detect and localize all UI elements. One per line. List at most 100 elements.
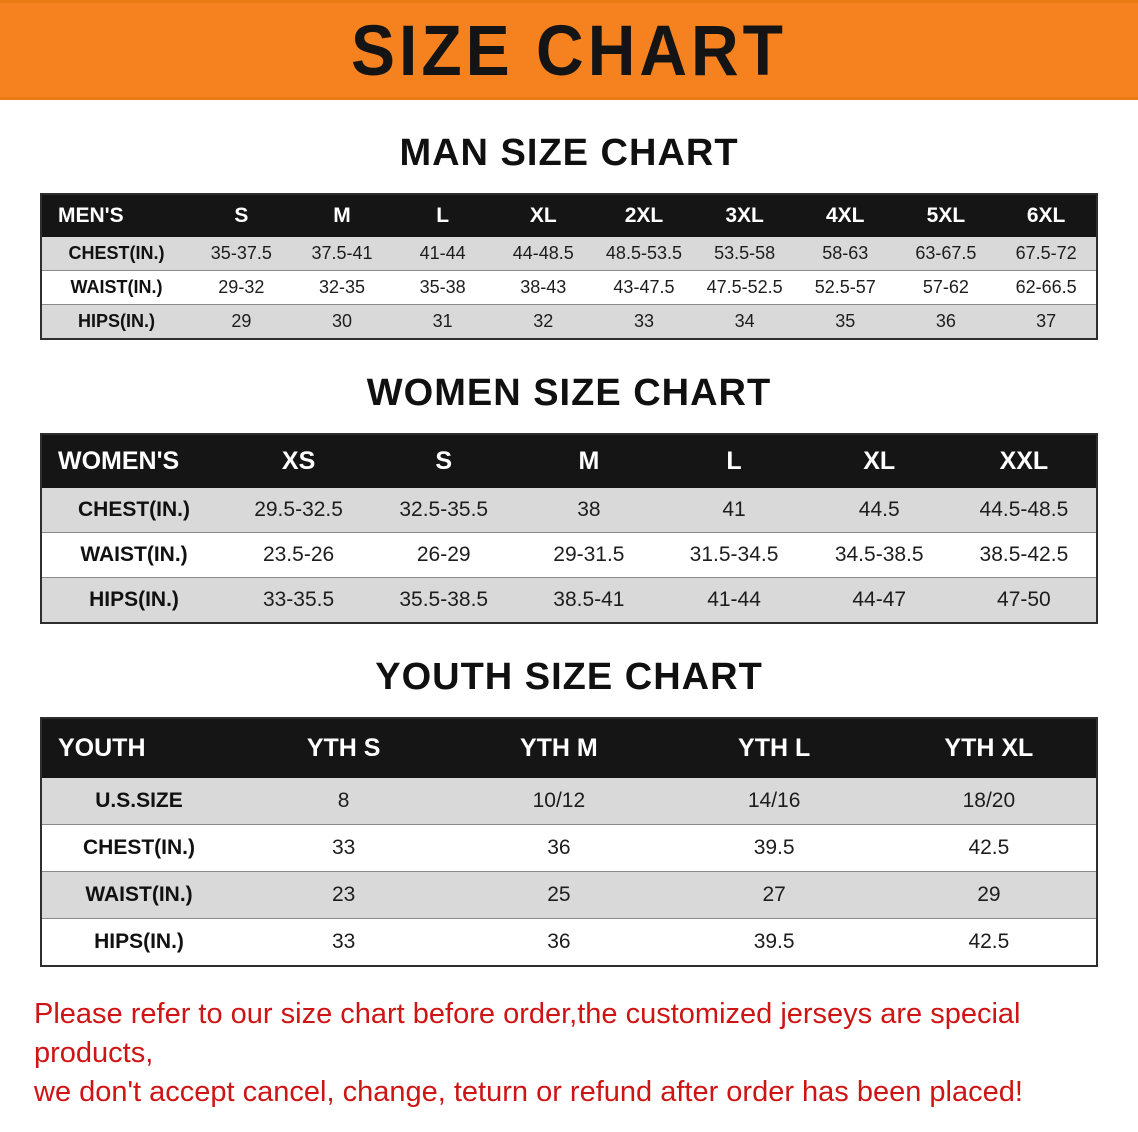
measurement-value: 36 — [547, 930, 571, 953]
measurement-value: 41-44 — [419, 243, 466, 263]
size-column-header: S — [371, 434, 517, 488]
measurement-value: 37.5-41 — [311, 243, 373, 263]
table-header-row: WOMEN'S XS S M L XL XXL — [41, 434, 1097, 488]
size-column-header: 2XL — [593, 194, 695, 237]
size-column-header: S — [191, 194, 292, 237]
section-womens: WOMEN SIZE CHART WOMEN'S XS S M L XL XXL CHEST(I… — [0, 372, 1138, 624]
size-column-header: YTH S — [236, 718, 452, 778]
womens-size-table: WOMEN'S XS S M L XL XXL CHEST(IN.) 29.5-32.5 32.5… — [40, 433, 1098, 624]
measurement-value: 33 — [331, 836, 356, 859]
section-mens: MAN SIZE CHART MEN'S S M L XL 2XL 3XL 4XL 5XL 6XL C… — [0, 132, 1138, 340]
measurement-value: 10/12 — [532, 789, 586, 812]
measurement-value: 29-31.5 — [553, 543, 625, 566]
page-title: SIZE CHART — [351, 10, 787, 90]
measurement-value: 44-47 — [852, 588, 907, 611]
measurement-value: 58-63 — [822, 243, 869, 263]
disclaimer-line-2: we don't accept cancel, change, teturn o… — [34, 1076, 1023, 1109]
measurement-value: 52.5-57 — [814, 277, 876, 297]
measurement-value: 44.5 — [858, 498, 900, 521]
measurement-value: 47-50 — [997, 588, 1051, 611]
measurement-value: 31 — [432, 311, 453, 331]
measurement-value: 41-44 — [707, 588, 761, 611]
measurement-value: 32.5-35.5 — [399, 498, 489, 521]
measurement-value: 34 — [734, 311, 755, 331]
size-column-header: L — [392, 194, 493, 237]
table-row: WAIST(IN.) 23 25 27 29 — [41, 871, 1097, 919]
measurement-value: 37 — [1036, 311, 1057, 331]
size-column-header: M — [291, 194, 393, 237]
measurement-value: 35-38 — [419, 277, 466, 297]
table-row: HIPS(IN.) 33-35.5 35.5-38.5 38.5-41 41-44 44-… — [41, 577, 1097, 623]
measurement-value: 36 — [935, 311, 956, 331]
table-row: CHEST(IN.) 33 36 39.5 42.5 — [41, 824, 1097, 872]
measurement-value: 34.5-38.5 — [834, 543, 924, 566]
table-row: WAIST(IN.) 29-32 32-35 35-38 38-43 43-47.5 47.… — [41, 270, 1097, 305]
measurement-label: HIPS(IN.) — [94, 930, 184, 953]
measurement-value: 26-29 — [416, 543, 471, 566]
measurement-value: 35 — [835, 311, 856, 331]
measurement-value: 27 — [762, 883, 786, 906]
measurement-value: 47.5-52.5 — [706, 277, 783, 297]
measurement-value: 31.5-34.5 — [689, 543, 779, 566]
measurement-value: 35-37.5 — [210, 243, 272, 263]
measurement-value: 33 — [633, 311, 654, 331]
banner: SIZE CHART — [0, 0, 1138, 100]
measurement-value: 67.5-72 — [1015, 243, 1077, 263]
measurement-value: 29-32 — [218, 277, 265, 297]
youth-size-table: YOUTH YTH S YTH M YTH L YTH XL U.S.SIZE 8 10/12… — [40, 717, 1098, 967]
measurement-value: 44.5-48.5 — [979, 498, 1069, 521]
mens-size-table: MEN'S S M L XL 2XL 3XL 4XL 5XL 6XL CHEST(IN.) 35-37… — [40, 193, 1098, 340]
measurement-value: 36 — [547, 836, 571, 859]
measurement-value: 23 — [331, 883, 356, 906]
size-column-header: XXL — [951, 434, 1097, 488]
measurement-value: 29 — [231, 311, 252, 331]
measurement-value: 32-35 — [318, 277, 365, 297]
measurement-value: 44-48.5 — [512, 243, 574, 263]
measurement-value: 14/16 — [747, 789, 801, 812]
measurement-value: 42.5 — [968, 836, 1010, 859]
table-header-row: YOUTH YTH S YTH M YTH L YTH XL — [41, 718, 1097, 778]
size-column-header: 4XL — [794, 194, 896, 237]
table-row: CHEST(IN.) 35-37.5 37.5-41 41-44 44-48.5 48.5… — [41, 237, 1097, 271]
measurement-value: 18/20 — [962, 789, 1016, 812]
measurement-value: 25 — [547, 883, 571, 906]
size-column-header: 3XL — [694, 194, 795, 237]
measurement-value: 41 — [722, 498, 746, 521]
disclaimer-line-1: Please refer to our size chart before or… — [34, 998, 1021, 1070]
measurement-label: WAIST(IN.) — [70, 277, 163, 297]
size-column-header: XS — [226, 434, 372, 488]
size-column-header: XL — [492, 194, 594, 237]
measurement-value: 38-43 — [520, 277, 567, 297]
measurement-value: 33 — [331, 930, 356, 953]
size-column-header: YTH M — [451, 718, 667, 778]
measurement-value: 42.5 — [968, 930, 1010, 953]
table-row: CHEST(IN.) 29.5-32.5 32.5-35.5 38 41 44.5 44.5… — [41, 488, 1097, 533]
size-column-header: L — [661, 434, 807, 488]
size-column-header: 6XL — [996, 194, 1097, 237]
measurement-value: 39.5 — [753, 930, 795, 953]
size-column-header: XL — [806, 434, 952, 488]
table-group-label: MEN'S — [41, 194, 191, 237]
measurement-label: CHEST(IN.) — [68, 243, 165, 263]
measurement-value: 35.5-38.5 — [399, 588, 489, 611]
measurement-value: 30 — [331, 311, 352, 331]
measurement-value: 43-47.5 — [613, 277, 675, 297]
measurement-value: 33-35.5 — [262, 588, 335, 611]
size-chart-sections: MAN SIZE CHART MEN'S S M L XL 2XL 3XL 4XL 5XL 6XL C… — [0, 132, 1138, 967]
measurement-value: 8 — [337, 789, 350, 812]
section-youth: YOUTH SIZE CHART YOUTH YTH S YTH M YTH L YTH … — [0, 656, 1138, 967]
table-row: HIPS(IN.) 33 36 39.5 42.5 — [41, 918, 1097, 966]
mens-section-heading: MAN SIZE CHART — [399, 132, 739, 174]
measurement-label: CHEST(IN.) — [83, 836, 195, 859]
youth-section-heading: YOUTH SIZE CHART — [375, 656, 763, 698]
measurement-value: 63-67.5 — [915, 243, 977, 263]
size-column-header: YTH XL — [881, 718, 1097, 778]
measurement-label: HIPS(IN.) — [89, 588, 179, 611]
size-column-header: YTH L — [666, 718, 882, 778]
measurement-value: 62-66.5 — [1015, 277, 1077, 297]
measurement-value: 57-62 — [922, 277, 969, 297]
measurement-value: 38 — [577, 498, 601, 521]
measurement-label: U.S.SIZE — [95, 789, 183, 812]
measurement-value: 48.5-53.5 — [605, 243, 682, 263]
